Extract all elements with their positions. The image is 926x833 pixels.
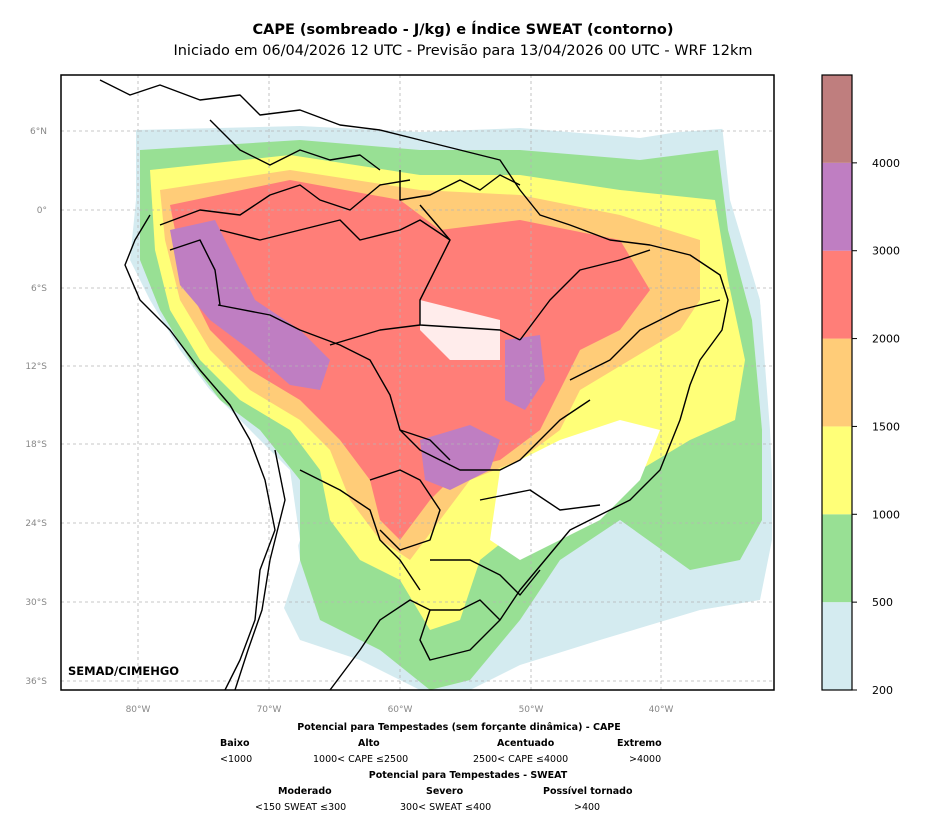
cape-class-range: 1000< CAPE ≤2500 bbox=[313, 754, 409, 765]
state-border-3 bbox=[399, 399, 591, 471]
sweat-class-range: <150 SWEAT ≤300 bbox=[255, 802, 347, 813]
lat-label: 36°S bbox=[25, 677, 47, 687]
sweat-class-range: >400 bbox=[574, 802, 601, 813]
cape-band-3000-b bbox=[420, 425, 500, 490]
colorbar-frame bbox=[821, 74, 853, 691]
sweat-legend-title: Potencial para Tempestades - SWEAT bbox=[368, 770, 568, 781]
map-subtitle: Iniciado em 06/04/2026 12 UTC - Previsão… bbox=[173, 43, 753, 59]
cape-gap-southeast bbox=[490, 420, 660, 560]
lat-label: 30°S bbox=[25, 598, 47, 608]
colorbar-tick-label: 3000 bbox=[872, 245, 900, 258]
map-gridlines bbox=[61, 75, 774, 690]
map-borders bbox=[99, 79, 729, 690]
colorbar-tick-label: 4000 bbox=[872, 157, 900, 170]
cape-class-name: Acentuado bbox=[497, 738, 555, 749]
brazil-amazon-border bbox=[159, 179, 411, 226]
colorbar-tick-label: 500 bbox=[872, 596, 893, 609]
cape-band-2000 bbox=[170, 180, 650, 540]
colorbar-tick-label: 2000 bbox=[872, 333, 900, 346]
lon-label: 80°W bbox=[126, 705, 151, 715]
state-border-1 bbox=[419, 204, 521, 341]
colorbar: 200 500 1000 1500 2000 3000 4000 bbox=[821, 74, 900, 697]
lon-label: 70°W bbox=[257, 705, 282, 715]
lat-label: 12°S bbox=[25, 362, 47, 372]
south-america-coastline bbox=[99, 79, 729, 690]
longitude-labels: 80°W 70°W 60°W 50°W 40°W bbox=[126, 705, 674, 715]
uruguay-border bbox=[430, 599, 501, 621]
colorbar-swatch bbox=[822, 602, 852, 690]
state-border-4 bbox=[519, 249, 651, 341]
andes-west-coast bbox=[124, 214, 276, 690]
cape-field bbox=[61, 75, 774, 690]
map-canvas: 6°N 0° 6°S 12°S 18°S 24°S 30°S 36°S 80°W… bbox=[25, 74, 900, 715]
credit-label: SEMAD/CIMEHGO bbox=[68, 664, 179, 678]
map-frame bbox=[60, 74, 775, 691]
latitude-labels: 6°N 0° 6°S 12°S 18°S 24°S 30°S 36°S bbox=[25, 127, 47, 687]
brazil-bolivia-border bbox=[217, 304, 451, 461]
colorbar-swatch bbox=[822, 338, 852, 427]
lat-label: 6°S bbox=[31, 284, 47, 294]
state-border-2 bbox=[329, 324, 421, 346]
chile-coast bbox=[234, 449, 286, 690]
sweat-class-name: Possível tornado bbox=[543, 786, 633, 797]
cape-gap-andes bbox=[61, 280, 300, 690]
state-border-6 bbox=[479, 489, 601, 511]
guianas-border bbox=[399, 170, 521, 201]
lon-label: 60°W bbox=[388, 705, 413, 715]
cape-class-name: Alto bbox=[358, 738, 380, 749]
paraguay-border bbox=[369, 469, 441, 551]
map-title: CAPE (sombreado - J/kg) e Índice SWEAT (… bbox=[252, 22, 674, 38]
state-border-5 bbox=[569, 299, 721, 381]
cape-gap-atlantic-east bbox=[735, 75, 774, 520]
cape-legend-title: Potencial para Tempestades (sem forçante… bbox=[297, 722, 621, 733]
colorbar-swatch bbox=[822, 162, 852, 251]
lat-label: 18°S bbox=[25, 440, 47, 450]
cape-band-3000-c bbox=[505, 335, 545, 410]
lat-label: 6°N bbox=[30, 127, 47, 137]
cape-gap-center bbox=[420, 300, 500, 360]
colorbar-tick-label: 1500 bbox=[872, 420, 900, 433]
venezuela-border bbox=[209, 119, 381, 171]
colorbar-swatch bbox=[822, 514, 852, 603]
cape-class-name: Baixo bbox=[220, 738, 250, 749]
cape-class-range: 2500< CAPE ≤4000 bbox=[473, 754, 569, 765]
lon-label: 50°W bbox=[519, 705, 544, 715]
cape-class-range: >4000 bbox=[629, 754, 662, 765]
cape-band-3000-a bbox=[170, 220, 330, 390]
brazil-west-border bbox=[219, 219, 451, 241]
peru-border bbox=[169, 239, 221, 306]
colorbar-swatch bbox=[822, 75, 852, 163]
lat-label: 24°S bbox=[25, 519, 47, 529]
sweat-class-name: Moderado bbox=[278, 786, 332, 797]
cape-class-name: Extremo bbox=[617, 738, 662, 749]
colorbar-tick-label: 200 bbox=[872, 684, 893, 697]
cape-class-range: <1000 bbox=[220, 754, 253, 765]
state-border-7 bbox=[430, 559, 541, 596]
sweat-class-name: Severo bbox=[426, 786, 464, 797]
lat-label: 0° bbox=[37, 206, 47, 216]
colorbar-tick-label: 1000 bbox=[872, 508, 900, 521]
colorbar-swatch bbox=[822, 250, 852, 339]
cape-gap-caribbean bbox=[61, 75, 774, 170]
argentina-border bbox=[299, 469, 421, 591]
colorbar-swatch bbox=[822, 426, 852, 515]
lon-label: 40°W bbox=[649, 705, 674, 715]
sweat-class-range: 300< SWEAT ≤400 bbox=[400, 802, 492, 813]
